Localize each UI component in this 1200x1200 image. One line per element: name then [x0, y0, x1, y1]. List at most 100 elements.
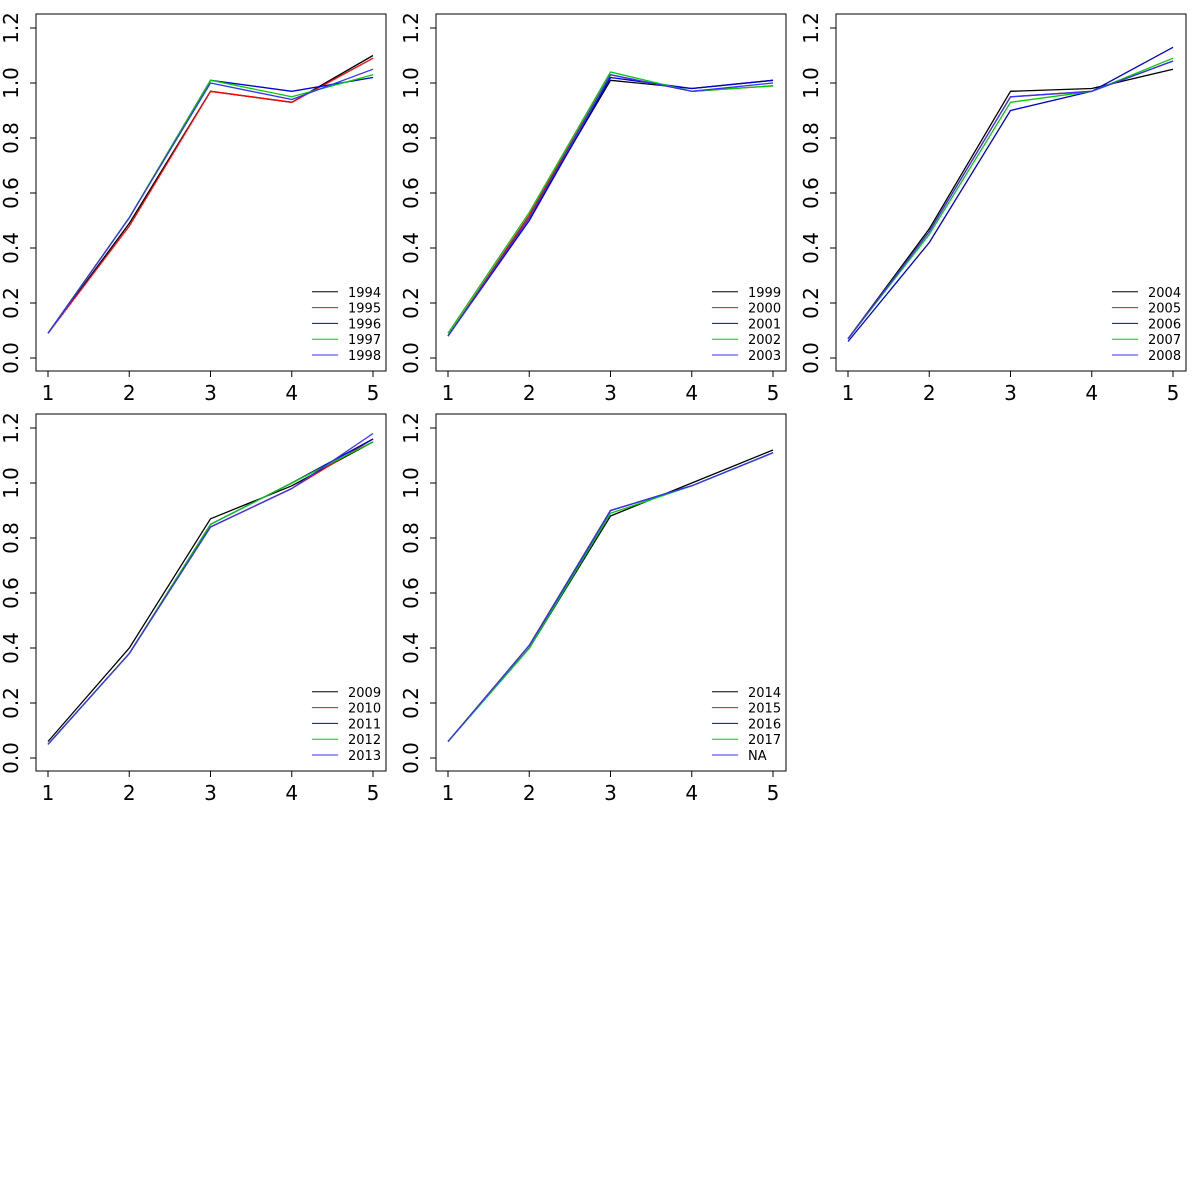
- y-tick-label: 0.4: [0, 232, 23, 264]
- y-tick-label: 1.2: [799, 12, 823, 44]
- x-tick-label: 5: [367, 781, 380, 805]
- y-tick-label: 0.2: [0, 287, 23, 319]
- legend-label: 2007: [1148, 333, 1181, 348]
- y-tick-label: 0.2: [399, 287, 423, 319]
- x-tick-label: 1: [42, 381, 55, 405]
- x-tick-label: 1: [42, 781, 55, 805]
- y-tick-label: 1.0: [0, 67, 23, 99]
- x-tick-label: 2: [123, 781, 136, 805]
- series-line-2004: [847, 68, 1174, 340]
- legend-label: NA: [748, 749, 767, 764]
- y-tick-label: 1.2: [399, 12, 423, 44]
- x-tick-label: 3: [204, 781, 217, 805]
- series-line-2014: [447, 449, 774, 742]
- y-tick-label: 0.8: [0, 522, 23, 554]
- x-tick-label: 4: [1085, 381, 1098, 405]
- series-line-2009: [47, 441, 374, 742]
- series-line-2015: [447, 452, 774, 742]
- series-line-1996: [47, 76, 374, 334]
- series-line-1998: [47, 68, 374, 334]
- y-tick-label: 1.2: [0, 412, 23, 444]
- series-line-2002: [447, 71, 774, 334]
- x-tick-label: 3: [204, 381, 217, 405]
- panel-3: 1 2 3 4 50.00.20.40.60.81.01.220042005200620…: [799, 12, 1187, 405]
- plot-frame: [835, 13, 1187, 372]
- y-tick-label: 0.4: [399, 632, 423, 664]
- plot-frame: [35, 13, 387, 372]
- legend-label: 2005: [1148, 302, 1181, 317]
- y-tick-label: 1.2: [399, 412, 423, 444]
- legend-label: 1997: [348, 333, 381, 348]
- y-tick-label: 0.8: [399, 122, 423, 154]
- x-tick-label: 5: [1167, 381, 1180, 405]
- legend-label: 2015: [748, 702, 781, 717]
- y-tick-label: 0.6: [0, 177, 23, 209]
- legend-label: 2008: [1148, 349, 1181, 364]
- y-tick-label: 0.8: [0, 122, 23, 154]
- legend-label: 1996: [348, 317, 381, 332]
- x-tick-label: 3: [1004, 381, 1017, 405]
- legend-label: 2014: [748, 686, 781, 701]
- legend-label: 2016: [748, 717, 781, 732]
- series-line-2011: [47, 438, 374, 745]
- panel-1: 1 2 3 4 50.00.20.40.60.81.01.219941995199619…: [0, 12, 387, 405]
- y-tick-label: 1.2: [0, 12, 23, 44]
- y-tick-label: 0.0: [799, 342, 823, 374]
- y-tick-label: 0.0: [399, 742, 423, 774]
- y-tick-label: 1.0: [399, 467, 423, 499]
- y-tick-label: 0.4: [399, 232, 423, 264]
- y-tick-label: 0.2: [399, 687, 423, 719]
- x-tick-label: 3: [604, 781, 617, 805]
- x-tick-label: 4: [285, 381, 298, 405]
- series-line-2008: [847, 60, 1174, 340]
- x-tick-label: 2: [123, 381, 136, 405]
- y-tick-label: 0.6: [399, 577, 423, 609]
- x-tick-label: 1: [442, 381, 455, 405]
- series-line-2013: [47, 432, 374, 745]
- legend-label: 2017: [748, 733, 781, 748]
- plot-frame: [435, 413, 787, 772]
- x-tick-label: 3: [604, 381, 617, 405]
- series-line-2012: [47, 441, 374, 745]
- x-tick-label: 5: [767, 381, 780, 405]
- plot-frame: [35, 413, 387, 772]
- y-tick-label: 1.0: [799, 67, 823, 99]
- y-tick-label: 0.6: [399, 177, 423, 209]
- legend-label: 1995: [348, 302, 381, 317]
- plot-frame: [435, 13, 787, 372]
- legend-label: 2002: [748, 333, 781, 348]
- legend-label: 2003: [748, 349, 781, 364]
- y-tick-label: 0.2: [799, 287, 823, 319]
- y-tick-label: 0.0: [0, 342, 23, 374]
- x-tick-label: 2: [523, 381, 536, 405]
- y-tick-label: 0.6: [799, 177, 823, 209]
- x-tick-label: 2: [923, 381, 936, 405]
- x-tick-label: 4: [285, 781, 298, 805]
- series-line-2007: [847, 57, 1174, 340]
- series-line-2000: [447, 74, 774, 337]
- series-line-1999: [447, 79, 774, 337]
- legend-label: 2000: [748, 302, 781, 317]
- x-tick-label: 1: [442, 781, 455, 805]
- series-line-2003: [447, 74, 774, 337]
- y-tick-label: 0.6: [0, 577, 23, 609]
- y-tick-label: 1.0: [0, 467, 23, 499]
- legend-label: 2009: [348, 686, 381, 701]
- y-tick-label: 0.4: [799, 232, 823, 264]
- legend-label: 2004: [1148, 286, 1181, 301]
- y-tick-label: 0.0: [0, 742, 23, 774]
- legend-label: 1999: [748, 286, 781, 301]
- series-line-2010: [47, 438, 374, 745]
- y-tick-label: 1.0: [399, 67, 423, 99]
- y-tick-label: 0.2: [0, 687, 23, 719]
- legend-label: 2010: [348, 702, 381, 717]
- series-line-2001: [447, 76, 774, 337]
- legend-label: 2013: [348, 749, 381, 764]
- x-tick-label: 5: [367, 381, 380, 405]
- y-tick-label: 0.8: [399, 522, 423, 554]
- panel-2: 1 2 3 4 50.00.20.40.60.81.01.219992000200120…: [399, 12, 787, 405]
